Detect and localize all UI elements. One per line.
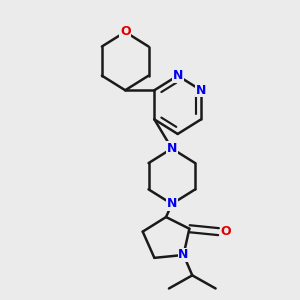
Text: O: O <box>220 225 231 238</box>
Text: N: N <box>167 197 177 210</box>
Text: N: N <box>167 142 177 155</box>
Text: O: O <box>120 26 130 38</box>
Text: N: N <box>178 248 189 262</box>
Text: N: N <box>172 69 183 82</box>
Text: N: N <box>196 84 206 97</box>
